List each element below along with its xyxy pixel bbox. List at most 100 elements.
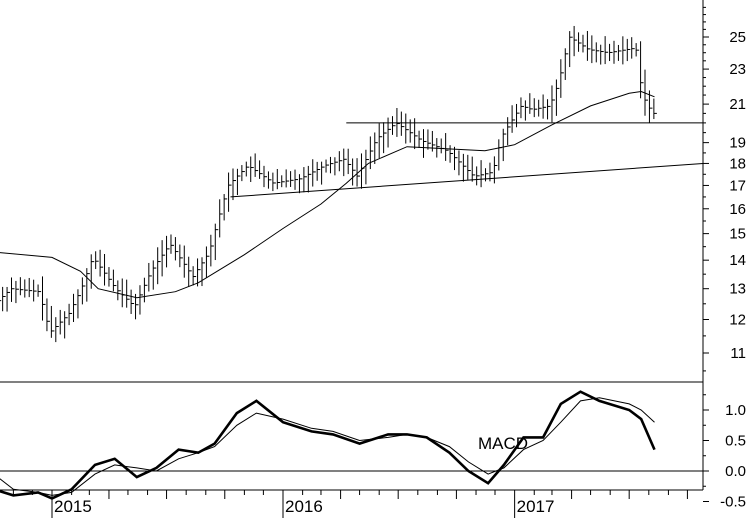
price-bar bbox=[533, 98, 538, 118]
price-bar bbox=[19, 277, 24, 296]
price-bar bbox=[77, 289, 81, 319]
price-bar bbox=[166, 235, 170, 268]
price-bar bbox=[631, 37, 635, 59]
price-bar bbox=[183, 245, 188, 278]
price-bar bbox=[210, 234, 214, 267]
price-bar bbox=[241, 165, 245, 182]
price-bar bbox=[369, 136, 374, 170]
price-bar bbox=[0, 300, 2, 302]
price-tick-label: 13 bbox=[729, 281, 746, 298]
price-bar bbox=[391, 116, 396, 135]
price-bar bbox=[276, 168, 281, 190]
price-bars bbox=[0, 25, 657, 343]
year-label: 2017 bbox=[517, 497, 555, 516]
price-bar bbox=[418, 130, 423, 149]
price-bar bbox=[28, 277, 33, 298]
price-bar bbox=[334, 157, 338, 176]
price-bar bbox=[99, 249, 104, 277]
price-bar bbox=[560, 59, 564, 98]
price-bar bbox=[281, 175, 285, 188]
price-bar bbox=[294, 169, 299, 190]
price-bar bbox=[285, 169, 290, 188]
macd-panel: MACD bbox=[0, 390, 703, 500]
price-bar bbox=[591, 35, 595, 64]
price-bar bbox=[547, 99, 551, 120]
price-bar bbox=[365, 149, 369, 185]
macd-axis: -0.5 0.0 0.5 1.0 bbox=[703, 394, 746, 511]
price-bar bbox=[551, 85, 555, 123]
price-bar bbox=[378, 123, 383, 159]
price-bar bbox=[538, 99, 542, 117]
price-bar bbox=[622, 36, 626, 65]
price-bar bbox=[405, 113, 409, 144]
price-bar bbox=[414, 118, 418, 150]
price-bar bbox=[245, 161, 250, 177]
macd-signal-line bbox=[0, 397, 655, 496]
price-bar bbox=[648, 90, 653, 124]
price-bar bbox=[400, 111, 405, 136]
price-bar bbox=[6, 286, 11, 312]
price-bar bbox=[524, 100, 529, 121]
price-bar bbox=[613, 40, 617, 64]
price-bar bbox=[170, 234, 174, 254]
price-bar bbox=[2, 286, 6, 312]
price-bar bbox=[600, 44, 604, 65]
price-bar bbox=[95, 251, 99, 270]
price-bar bbox=[582, 34, 586, 53]
price-bar bbox=[343, 148, 347, 177]
price-bar bbox=[290, 171, 294, 187]
price-bar bbox=[139, 285, 143, 315]
price-bar bbox=[511, 105, 516, 133]
price-bar bbox=[112, 269, 117, 292]
price-bar bbox=[143, 277, 148, 303]
price-bar bbox=[42, 276, 46, 321]
price-bar bbox=[458, 150, 462, 176]
price-bar bbox=[228, 172, 232, 212]
price-bar bbox=[338, 151, 343, 172]
price-bar bbox=[179, 244, 183, 268]
price-bar bbox=[467, 154, 471, 180]
price-bar bbox=[449, 145, 454, 163]
price-bar bbox=[564, 48, 569, 80]
price-bar bbox=[586, 30, 591, 61]
price-bar bbox=[520, 97, 524, 119]
price-bar bbox=[422, 129, 427, 158]
price-bar bbox=[374, 132, 378, 164]
price-tick-label: 19 bbox=[729, 135, 746, 152]
price-bar bbox=[86, 268, 90, 302]
price-bar bbox=[298, 174, 303, 194]
price-bar bbox=[219, 199, 223, 238]
price-tick-label: 11 bbox=[730, 345, 746, 362]
price-bar bbox=[236, 168, 241, 196]
price-bar bbox=[267, 171, 272, 189]
price-bar bbox=[10, 277, 15, 302]
macd-tick-label: 0.0 bbox=[725, 463, 746, 480]
price-bar bbox=[214, 223, 219, 261]
macd-tick-label: 1.0 bbox=[725, 402, 746, 419]
price-tick-label: 23 bbox=[729, 61, 746, 78]
price-bar bbox=[148, 262, 152, 292]
price-bar bbox=[529, 93, 533, 114]
price-bar bbox=[321, 161, 325, 185]
price-bar bbox=[59, 309, 64, 335]
price-bar bbox=[356, 158, 361, 187]
macd-title: MACD bbox=[478, 434, 528, 453]
price-bar bbox=[347, 148, 352, 175]
macd-main-line bbox=[0, 390, 656, 500]
price-bar bbox=[161, 240, 166, 277]
price-bar bbox=[90, 254, 95, 289]
price-bar bbox=[174, 237, 179, 261]
price-bar bbox=[609, 43, 613, 62]
price-bar bbox=[250, 156, 254, 183]
price-bar bbox=[81, 277, 86, 305]
price-bar bbox=[325, 159, 330, 173]
price-bar bbox=[24, 279, 28, 298]
price-bar bbox=[130, 289, 135, 314]
price-bar bbox=[272, 172, 276, 192]
price-tick-label: 12 bbox=[729, 312, 746, 329]
price-bar bbox=[485, 168, 489, 182]
price-bar bbox=[427, 129, 431, 150]
price-bar bbox=[50, 305, 55, 338]
time-axis: 2015 2016 2017 bbox=[12, 490, 688, 518]
